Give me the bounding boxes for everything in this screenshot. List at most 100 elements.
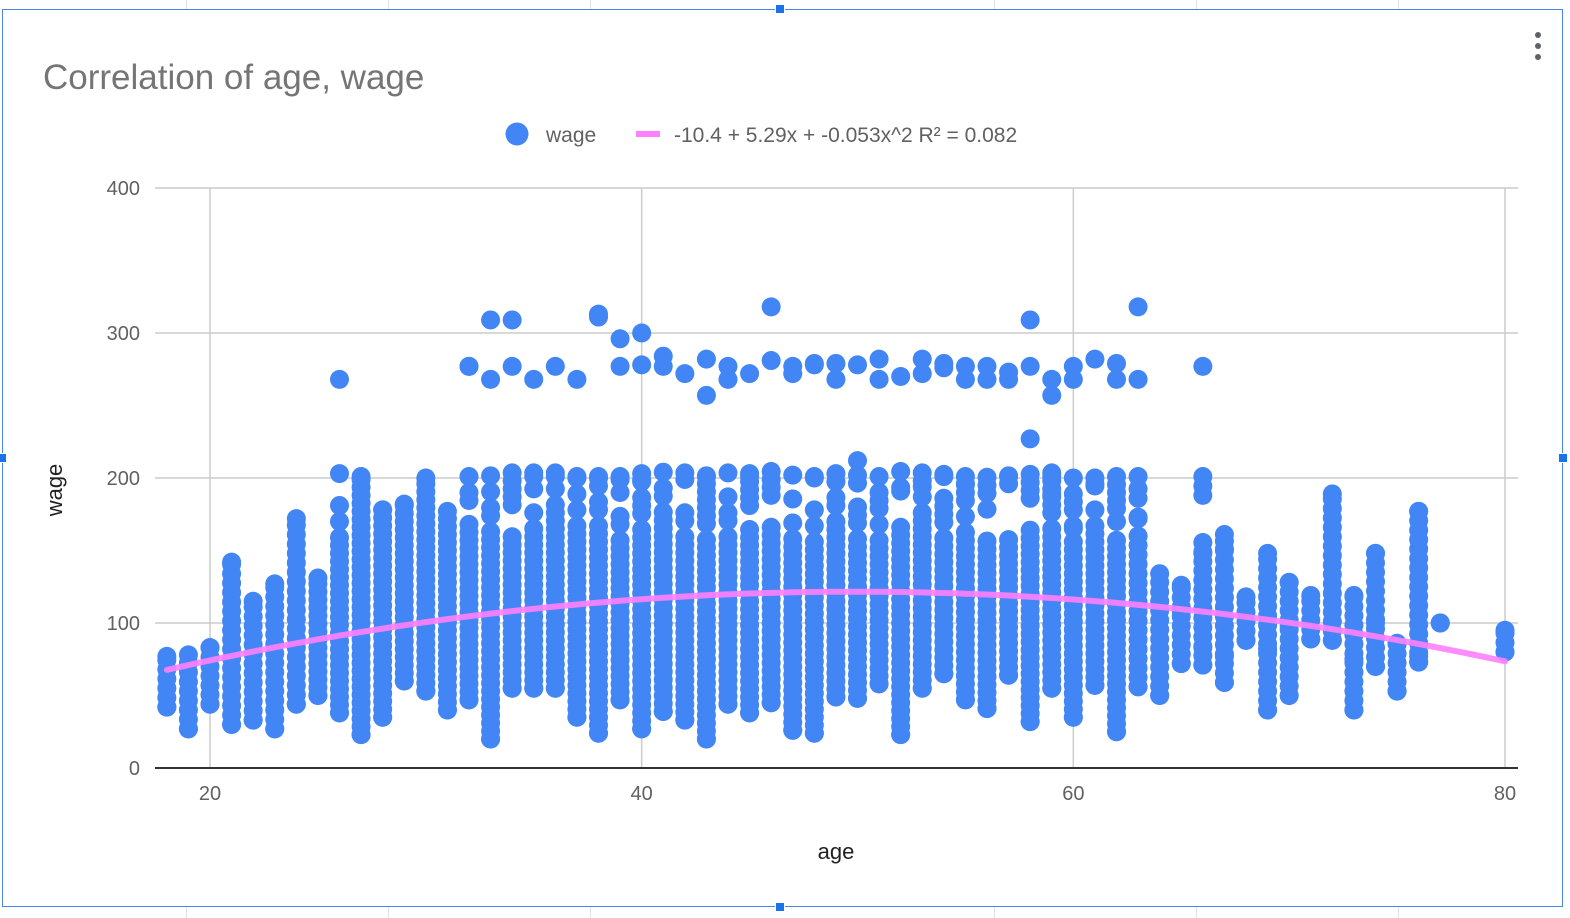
data-point — [696, 467, 716, 487]
data-point — [696, 349, 716, 369]
data-point — [1063, 532, 1083, 552]
data-point — [653, 701, 673, 721]
data-point — [1042, 385, 1062, 405]
x-tick-label: 60 — [1062, 783, 1084, 805]
data-point — [891, 517, 911, 537]
data-point — [999, 530, 1019, 550]
chart-menu-icon[interactable] — [1531, 32, 1545, 70]
data-point — [481, 498, 501, 518]
data-point — [1128, 526, 1148, 546]
data-point — [265, 719, 285, 739]
data-point — [1366, 543, 1385, 563]
data-point — [1042, 519, 1062, 539]
resize-handle-top[interactable] — [775, 4, 785, 14]
data-point — [1279, 686, 1299, 705]
data-point — [1258, 700, 1278, 720]
data-point — [373, 707, 393, 727]
x-tick-label: 80 — [1494, 783, 1516, 805]
legend-wage-label: wage — [545, 124, 596, 147]
data-point — [999, 665, 1019, 685]
data-point — [1322, 484, 1342, 504]
data-point — [330, 512, 349, 531]
data-point — [416, 468, 436, 488]
data-point — [330, 527, 349, 547]
axes: 0 100 200 300 400 20 40 60 80 — [107, 178, 1518, 805]
data-point — [675, 710, 695, 730]
y-tick-label: 0 — [129, 758, 140, 780]
data-point — [1366, 613, 1385, 633]
resize-handle-right[interactable] — [1558, 453, 1568, 463]
data-point — [718, 527, 738, 547]
data-point — [1495, 620, 1515, 640]
data-point — [243, 710, 263, 730]
data-point — [804, 500, 824, 520]
data-point — [567, 467, 587, 487]
data-point — [459, 483, 479, 502]
data-point — [1020, 464, 1040, 484]
data-point — [308, 686, 328, 705]
data-point — [524, 678, 544, 698]
data-point — [437, 501, 457, 521]
data-point — [783, 489, 803, 509]
data-point — [675, 364, 695, 384]
data-point — [524, 467, 544, 487]
data-point — [632, 469, 652, 489]
data-point — [502, 463, 522, 483]
data-point — [934, 467, 954, 487]
data-point — [589, 492, 608, 512]
data-point — [502, 678, 522, 698]
data-point — [373, 500, 393, 520]
data-point — [1344, 649, 1364, 669]
data-point — [1042, 369, 1062, 389]
data-point — [1171, 654, 1191, 674]
data-point — [848, 451, 867, 471]
data-point — [1301, 585, 1321, 605]
data-point — [718, 463, 738, 483]
data-point — [804, 723, 824, 743]
data-point — [740, 703, 760, 723]
data-point — [1085, 675, 1105, 695]
data-point — [869, 467, 889, 487]
data-point — [891, 367, 911, 386]
data-point — [934, 528, 954, 548]
data-point — [610, 329, 630, 349]
data-point — [394, 671, 414, 691]
y-tick-label: 100 — [107, 613, 140, 635]
data-point — [178, 719, 198, 739]
data-point — [1085, 516, 1105, 536]
data-point — [696, 530, 716, 550]
data-point — [955, 522, 975, 542]
data-point — [1063, 707, 1083, 727]
data-point — [1107, 722, 1126, 742]
data-point — [1042, 467, 1062, 487]
data-point — [955, 369, 975, 389]
data-point — [999, 369, 1019, 389]
resize-handle-bottom[interactable] — [775, 902, 785, 912]
data-point — [610, 530, 630, 550]
trendline — [163, 588, 1508, 673]
data-point — [1085, 349, 1105, 369]
data-point — [632, 323, 652, 343]
data-point — [740, 519, 760, 539]
data-point — [869, 674, 889, 694]
data-point — [222, 552, 242, 572]
data-point — [783, 364, 803, 384]
data-point — [848, 355, 867, 375]
data-point — [567, 369, 587, 389]
data-point — [1085, 500, 1105, 520]
data-point — [265, 574, 285, 594]
data-point — [459, 356, 479, 376]
data-point — [481, 310, 501, 330]
data-point — [1193, 467, 1213, 487]
data-point — [1344, 585, 1364, 605]
data-point — [804, 355, 824, 375]
data-point — [977, 531, 997, 551]
resize-handle-left[interactable] — [0, 453, 7, 463]
data-point — [1150, 686, 1170, 705]
data-point — [696, 385, 716, 405]
data-point — [1128, 369, 1148, 389]
data-point — [869, 514, 889, 534]
data-point — [761, 693, 781, 713]
data-point — [826, 369, 846, 389]
